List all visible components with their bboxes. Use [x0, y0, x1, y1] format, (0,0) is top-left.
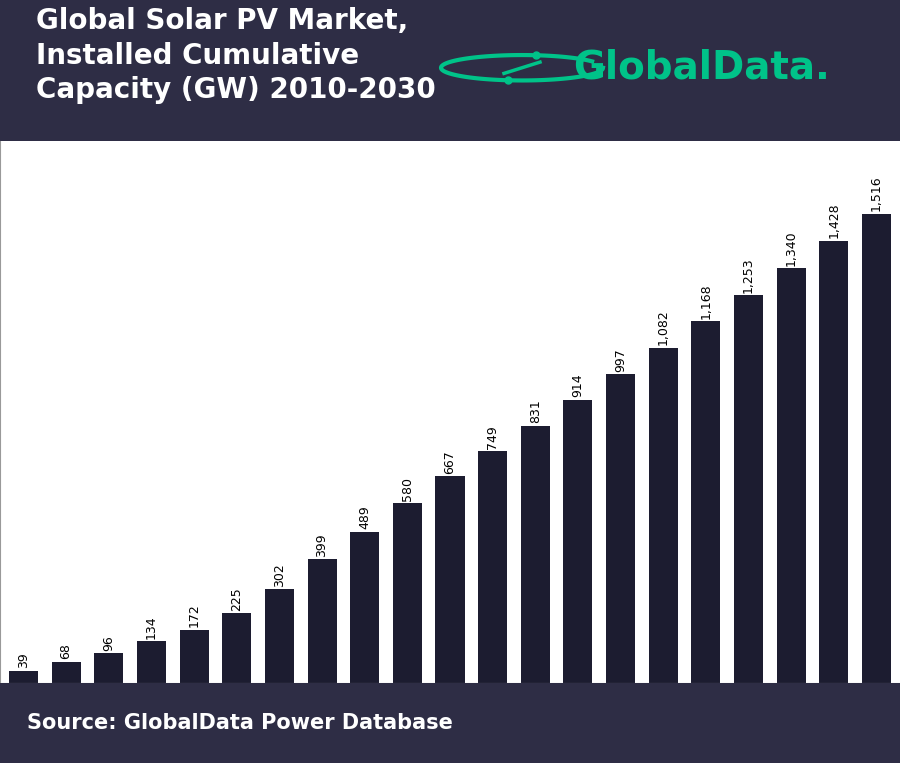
Text: 1,428: 1,428 [827, 203, 841, 238]
Text: 580: 580 [400, 477, 414, 501]
Bar [819, 241, 849, 683]
Text: 749: 749 [486, 425, 500, 449]
Text: 39: 39 [17, 652, 30, 668]
Text: Global Solar PV Market,
Installed Cumulative
Capacity (GW) 2010-2030: Global Solar PV Market, Installed Cumula… [36, 7, 436, 105]
Text: 1,253: 1,253 [742, 257, 755, 292]
Text: 399: 399 [316, 533, 328, 557]
Text: 172: 172 [187, 604, 201, 627]
Text: 831: 831 [529, 399, 542, 423]
Bar [862, 214, 891, 683]
Bar [265, 589, 294, 683]
Bar [51, 662, 81, 683]
Bar [436, 476, 464, 683]
Bar [649, 348, 678, 683]
Text: Source: GlobalData Power Database: Source: GlobalData Power Database [27, 713, 453, 733]
Text: 134: 134 [145, 615, 158, 639]
Text: 68: 68 [59, 643, 73, 659]
Text: 302: 302 [273, 563, 286, 587]
Bar [94, 653, 123, 683]
Text: 1,340: 1,340 [785, 230, 797, 266]
Bar [777, 268, 806, 683]
Bar [563, 400, 592, 683]
Text: 225: 225 [230, 587, 243, 610]
Bar [521, 426, 550, 683]
Text: 997: 997 [614, 348, 627, 372]
Bar [734, 295, 763, 683]
Bar [350, 532, 379, 683]
Bar [137, 642, 166, 683]
Text: GlobalData.: GlobalData. [573, 49, 831, 87]
Text: 96: 96 [103, 635, 115, 651]
Text: 914: 914 [572, 374, 584, 398]
Bar [222, 613, 251, 683]
Bar [606, 375, 635, 683]
Bar [308, 559, 337, 683]
Text: 1,168: 1,168 [699, 283, 713, 319]
Text: 489: 489 [358, 505, 371, 529]
Text: 1,516: 1,516 [870, 175, 883, 211]
Text: 667: 667 [444, 450, 456, 474]
Text: 1,082: 1,082 [657, 310, 670, 346]
Bar [691, 321, 720, 683]
Bar [392, 504, 422, 683]
Bar [9, 671, 38, 683]
Bar [478, 451, 508, 683]
Bar [180, 629, 209, 683]
